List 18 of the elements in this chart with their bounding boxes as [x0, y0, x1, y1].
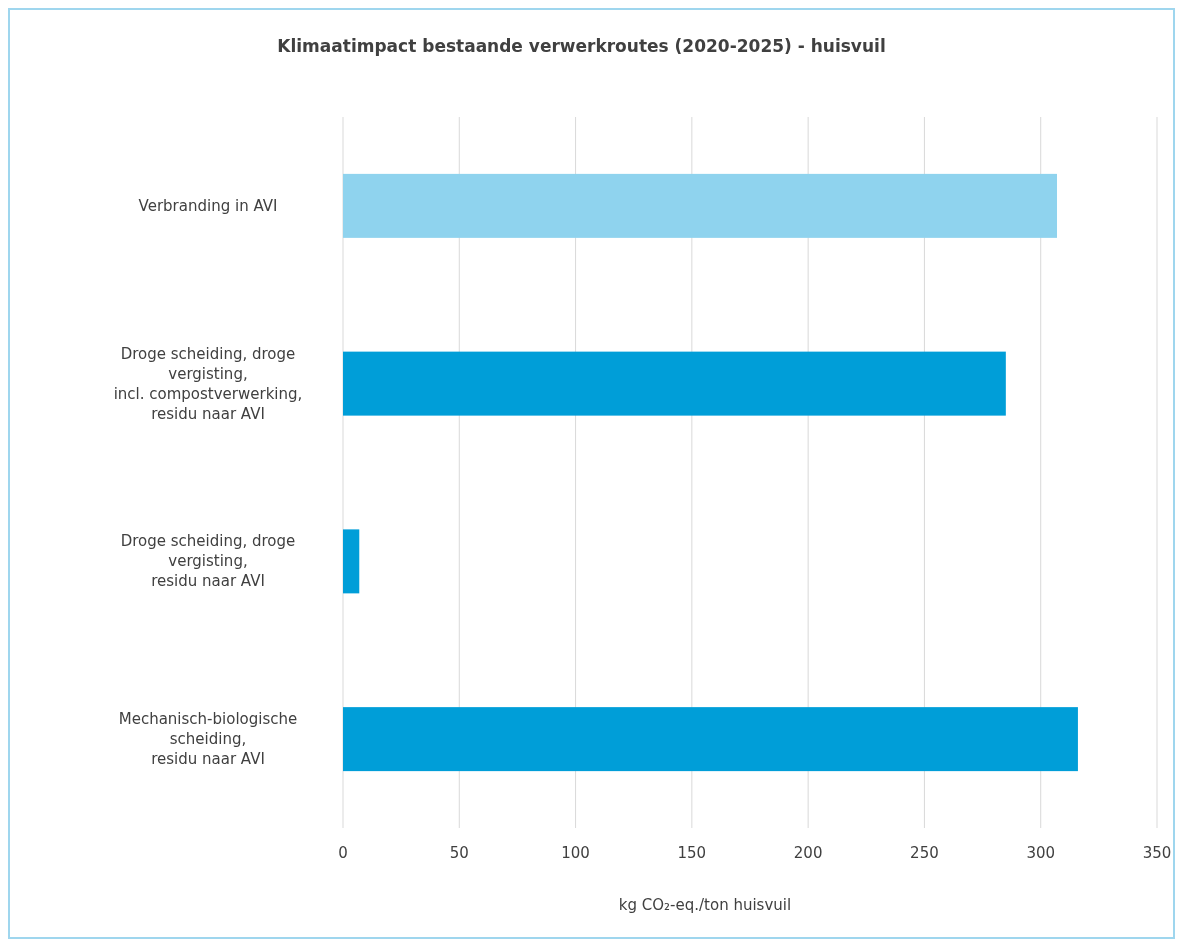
y-tick-label: Droge scheiding, droge vergisting, incl. compostverwerking, residu naar AVI: [113, 344, 303, 423]
x-tick-label: 350: [1142, 844, 1172, 862]
y-tick-label: Droge scheiding, droge vergisting, residu naar AVI: [120, 532, 296, 591]
y-tick-label: Mechanisch-biologische scheiding, residu naar AVI: [118, 710, 298, 769]
bar: [343, 707, 1078, 772]
x-tick-label: 200: [793, 844, 823, 862]
bar: [343, 173, 1057, 238]
chart-title: Klimaatimpact bestaande verwerkroutes (2020-2025) - huisvuil: [277, 36, 886, 56]
y-tick-label: Verbranding in AVI: [138, 196, 278, 215]
x-tick-label: 150: [677, 844, 707, 862]
x-tick-label: 100: [561, 844, 590, 862]
x-tick-label: 0: [338, 844, 348, 862]
bar: [343, 351, 1006, 416]
x-tick-label: 250: [910, 844, 939, 862]
x-tick-label: 50: [449, 844, 469, 862]
x-axis-title: kg CO₂-eq./ton huisvuil: [618, 896, 792, 914]
x-tick-label: 300: [1026, 844, 1056, 862]
bar: [343, 529, 360, 594]
